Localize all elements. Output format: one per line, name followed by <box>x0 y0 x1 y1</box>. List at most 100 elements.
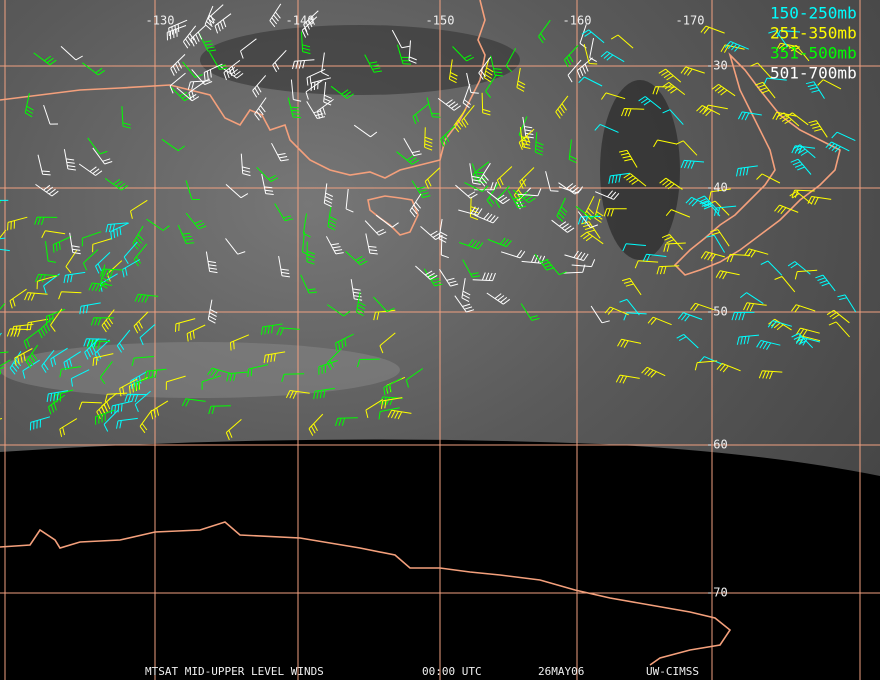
wind-barb <box>439 125 456 147</box>
wind-barb <box>252 75 267 98</box>
wind-barb <box>680 159 705 169</box>
wind-barb <box>677 312 703 322</box>
wind-barb <box>520 303 540 321</box>
wind-barb <box>396 151 420 165</box>
wind-barb <box>175 318 196 332</box>
wind-barb <box>378 407 400 420</box>
wind-barb <box>287 97 302 119</box>
wind-barb <box>7 216 28 231</box>
wind-barb <box>638 96 662 110</box>
wind-barb <box>699 200 721 217</box>
wind-barb <box>837 294 857 313</box>
wind-barb <box>697 195 719 212</box>
wind-barb <box>594 198 604 223</box>
latitude-label: -40 <box>706 181 728 195</box>
wind-barb <box>652 86 676 95</box>
wind-barb <box>720 44 745 53</box>
wind-barb <box>9 288 27 309</box>
wind-barb <box>46 390 69 402</box>
wind-barb <box>700 251 725 262</box>
wind-barb <box>662 109 684 125</box>
wind-barb <box>423 268 443 287</box>
wind-barb <box>0 237 6 240</box>
wind-barb <box>505 48 517 73</box>
wind-barb <box>538 19 551 44</box>
wind-barb <box>43 104 59 125</box>
wind-barb <box>261 173 274 195</box>
wind-barb <box>791 145 816 155</box>
wind-barb <box>144 368 167 380</box>
wind-barb <box>306 241 315 265</box>
wind-barb <box>276 327 300 336</box>
wind-barb <box>567 59 582 83</box>
wind-barb <box>703 104 728 113</box>
wind-barb <box>396 44 412 65</box>
wind-barb <box>50 308 63 332</box>
wind-barb <box>619 298 640 316</box>
wind-barb <box>487 237 512 248</box>
wind-barb <box>472 272 496 282</box>
wind-barb <box>466 72 479 94</box>
wind-barb <box>325 236 344 255</box>
wind-barb <box>292 59 315 70</box>
wind-barb <box>6 328 31 337</box>
longitude-label: -130 <box>146 14 175 28</box>
wind-barb <box>581 29 605 44</box>
legend-entry: 501-700mb <box>770 64 857 83</box>
parallels <box>0 65 880 594</box>
wind-barb <box>615 374 640 384</box>
legend-entry: 251-350mb <box>770 24 857 43</box>
wind-barb <box>187 80 211 90</box>
wind-barb <box>658 68 682 83</box>
wind-barb <box>247 364 269 377</box>
wind-barb <box>776 112 800 127</box>
footer-title: MTSAT MID-UPPER LEVEL WINDS <box>145 665 324 678</box>
wind-barb <box>301 31 311 55</box>
wind-barb <box>496 166 513 188</box>
wind-barb <box>486 190 510 205</box>
wind-barb <box>225 184 249 199</box>
wind-barb <box>25 344 39 369</box>
wind-barb <box>330 85 354 99</box>
wind-barb <box>59 366 82 378</box>
wind-barb <box>600 51 625 63</box>
wind-barb <box>448 59 458 84</box>
wind-barb <box>379 332 396 354</box>
wind-barb <box>440 234 449 259</box>
wind-barb <box>139 324 156 346</box>
wind-barb <box>170 54 186 76</box>
wind-barb <box>326 348 342 370</box>
wind-barb <box>471 163 488 183</box>
wind-barb <box>690 302 715 312</box>
wind-barb <box>60 46 83 61</box>
wind-barb <box>116 329 131 353</box>
wind-barb <box>459 239 484 250</box>
wind-barb <box>82 249 99 271</box>
wind-barb <box>545 171 559 192</box>
legend-entry: 150-250mb <box>770 4 857 23</box>
wind-barb <box>203 63 223 81</box>
wind-barb <box>516 67 526 92</box>
wind-barb <box>204 5 216 31</box>
wind-barb <box>519 126 531 149</box>
wind-barb <box>412 103 429 125</box>
longitude-label: -160 <box>563 14 592 28</box>
wind-barb <box>437 98 461 111</box>
wind-barb <box>641 366 666 378</box>
wind-barbs <box>0 3 857 441</box>
wind-barb <box>229 334 250 351</box>
wind-barb <box>364 54 382 73</box>
wind-barb <box>391 29 410 49</box>
wind-barb <box>0 303 6 310</box>
wind-barb <box>758 370 783 380</box>
wind-barb <box>583 43 598 65</box>
wind-barb <box>474 212 499 224</box>
wind-barb <box>486 292 511 305</box>
wind-barb <box>685 196 710 207</box>
longitude-label: -170 <box>676 14 705 28</box>
wind-barb <box>739 292 764 305</box>
wind-barb <box>790 158 812 175</box>
wind-barb <box>110 222 129 240</box>
